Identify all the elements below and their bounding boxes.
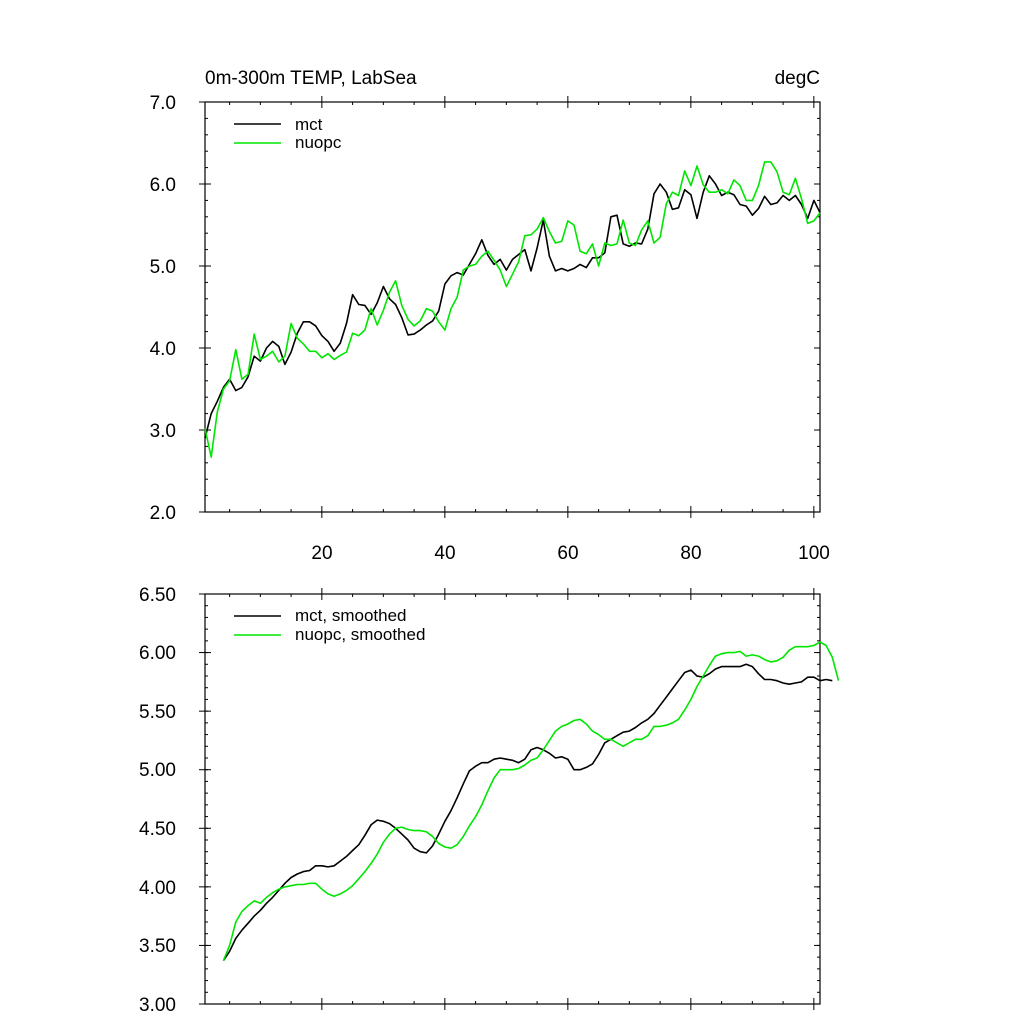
legend-label-nuopc-smoothed: nuopc, smoothed	[295, 625, 425, 644]
top-xtick-label: 60	[557, 543, 578, 564]
bottom-ytick-label: 5.00	[139, 760, 176, 781]
series-line-mct	[204, 175, 821, 439]
top-ticks	[199, 96, 820, 518]
bottom-ytick-label: 4.50	[139, 819, 176, 840]
bottom-series	[222, 641, 840, 962]
legend-label-nuopc: nuopc	[295, 133, 342, 152]
top-legend: mct nuopc	[234, 115, 342, 152]
top-ytick-label: 5.0	[150, 257, 176, 278]
top-xtick-labels: 20 40 60 80 100	[311, 543, 829, 564]
top-series	[204, 161, 821, 458]
bottom-plot-frame	[204, 593, 821, 1005]
series-line-mct-smoothed	[222, 663, 833, 962]
series-line-nuopc-smoothed	[222, 641, 840, 962]
top-xtick-label: 100	[798, 543, 830, 564]
bottom-panel: 3.00 3.50 4.00 4.50 5.00 5.50 6.00 6.50 …	[139, 585, 840, 1016]
legend-label-mct-smoothed: mct, smoothed	[295, 606, 407, 625]
bottom-ytick-labels: 3.00 3.50 4.00 4.50 5.00 5.50 6.00 6.50	[139, 585, 176, 1016]
top-xtick-label: 20	[311, 543, 332, 564]
bottom-ytick-label: 3.50	[139, 936, 176, 957]
bottom-ytick-label: 4.00	[139, 878, 176, 899]
bottom-ytick-label: 6.00	[139, 643, 176, 664]
top-panel: 0m-300m TEMP, LabSea degC 2.0 3.0 4.0 5.…	[150, 68, 830, 564]
top-xtick-label: 80	[680, 543, 701, 564]
top-ytick-label: 2.0	[150, 503, 176, 524]
bottom-ytick-label: 5.50	[139, 702, 176, 723]
top-units: degC	[775, 68, 820, 89]
top-ytick-label: 7.0	[150, 93, 176, 114]
top-xtick-label: 40	[434, 543, 455, 564]
bottom-ytick-label: 6.50	[139, 585, 176, 606]
bottom-ticks	[199, 588, 820, 1010]
series-line-nuopc	[204, 161, 821, 458]
bottom-ytick-label: 3.00	[139, 995, 176, 1016]
top-ytick-labels: 2.0 3.0 4.0 5.0 6.0 7.0	[150, 93, 176, 524]
legend-label-mct: mct	[295, 115, 323, 134]
top-ytick-label: 3.0	[150, 421, 176, 442]
top-title: 0m-300m TEMP, LabSea	[205, 68, 417, 89]
top-plot-frame	[204, 101, 821, 513]
top-ytick-label: 6.0	[150, 175, 176, 196]
top-ytick-label: 4.0	[150, 339, 176, 360]
bottom-legend: mct, smoothed nuopc, smoothed	[234, 606, 425, 644]
